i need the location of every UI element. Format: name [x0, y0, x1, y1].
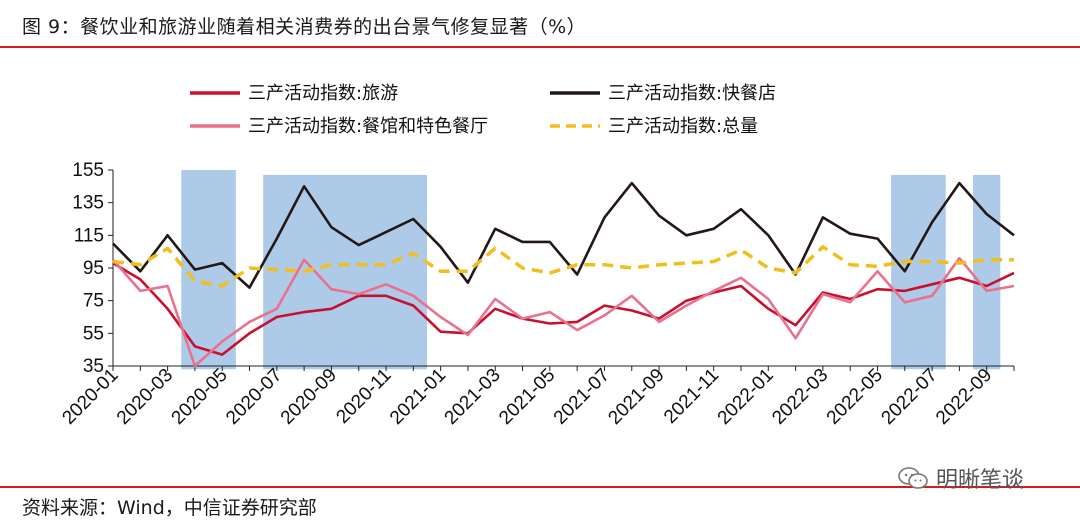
legend-label: 三产活动指数:餐馆和特色餐厅: [248, 116, 488, 137]
y-tick-label: 35: [83, 356, 104, 377]
shaded-period: [181, 170, 236, 370]
series-line-1: [112, 181, 1015, 289]
watermark-text: 明晰笔谈: [936, 468, 1025, 493]
line-chart: 355575951151351552020-012020-032020-0520…: [58, 83, 1015, 429]
x-tick-label: 2020-11: [332, 365, 395, 428]
x-tick-label: 2022-03: [768, 365, 832, 429]
x-tick-label: 2021-07: [550, 365, 614, 429]
shaded-period: [973, 174, 1001, 370]
source-divider: [0, 486, 1080, 488]
legend-label: 三产活动指数:快餐店: [608, 83, 776, 104]
y-tick-label: 155: [72, 160, 104, 181]
x-tick-label: 2022-01: [714, 365, 778, 429]
series-line-3: [112, 245, 1014, 288]
series-lines: [112, 181, 1015, 368]
wechat-icon: [898, 467, 928, 489]
x-tick-label: 2021-09: [604, 365, 668, 429]
chart-title: 图 9：餐饮业和旅游业随着相关消费券的出台景气修复显著（%）: [22, 16, 587, 38]
source-note: 资料来源：Wind，中信证券研究部: [22, 497, 317, 519]
title-divider: [0, 46, 1080, 48]
shaded-period: [891, 174, 946, 370]
legend-label: 三产活动指数:旅游: [248, 83, 398, 104]
x-tick-label: 2020-03: [113, 365, 177, 429]
series-line-2: [112, 256, 1015, 368]
shaded-period: [263, 174, 427, 370]
y-tick-label: 115: [74, 225, 104, 246]
y-tick-label: 135: [72, 193, 104, 214]
x-tick-label: 2021-11: [660, 365, 723, 428]
x-tick-label: 2020-05: [168, 365, 232, 429]
x-tick-label: 2020-09: [277, 365, 341, 429]
y-tick-label: 95: [83, 258, 104, 279]
series-line-0: [112, 261, 1015, 356]
x-tick-label: 2021-01: [386, 365, 450, 429]
y-tick-label: 75: [83, 291, 104, 312]
x-tick-label: 2021-03: [441, 365, 505, 429]
x-tick-label: 2020-07: [222, 365, 286, 429]
x-tick-label: 2022-05: [823, 365, 887, 429]
legend-label: 三产活动指数:总量: [608, 116, 758, 137]
watermark: 明晰笔谈: [898, 462, 1024, 494]
x-tick-label: 2021-05: [495, 365, 559, 429]
shaded-periods: [181, 170, 1001, 370]
y-tick-label: 55: [83, 323, 104, 344]
x-tick-label: 2022-07: [877, 365, 941, 429]
x-tick-label: 2022-09: [932, 365, 996, 429]
